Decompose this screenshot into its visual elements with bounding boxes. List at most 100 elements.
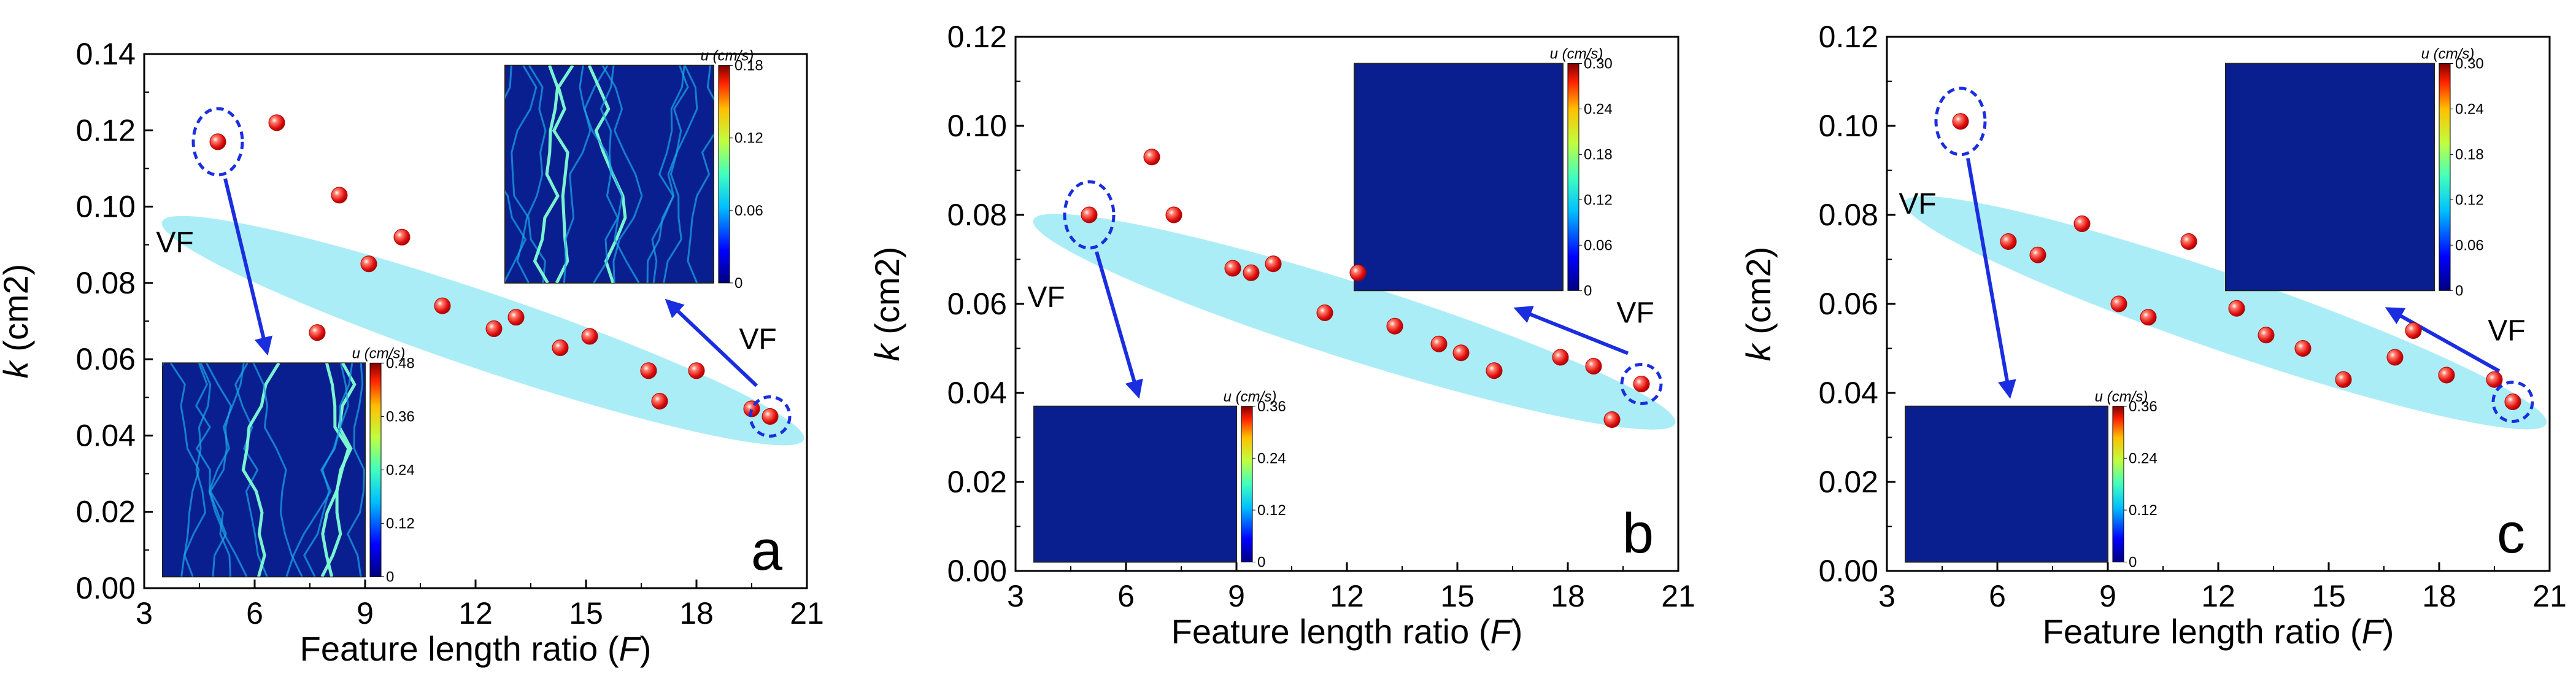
y-axis-unit: (cm2) [868,247,906,335]
x-tick-label: 18 [679,596,714,630]
inset-high-cb-label: 0.18 [735,58,763,74]
y-tick-label: 0.12 [1819,20,1878,54]
y-tick-label: 0.14 [76,37,136,71]
x-axis-title-text: Feature length ratio [1171,612,1470,651]
inset-high-cb-label: 0.18 [1584,146,1613,163]
inset-low-cb-label: 0 [386,568,394,585]
data-point [2386,349,2404,366]
data-point [209,133,226,150]
y-axis-title: k (cm2) [868,247,906,362]
trend-band [1904,196,2547,430]
highlight-ellipse [191,107,244,177]
data-point [552,340,569,356]
data-point [485,320,503,337]
inset-high-cb-label: 0.06 [735,203,763,219]
panel-letter: c [2497,502,2525,565]
highlight-ellipse [1934,87,1987,157]
vf-label-low: VF [1027,281,1065,314]
y-tick-label: 0.02 [1819,465,1878,499]
data-point [581,328,598,345]
vf-label-high: VF [739,323,776,355]
data-point [2294,340,2312,357]
inset-high-cb-label: 0 [2455,282,2463,299]
data-point [762,408,779,425]
y-tick-label: 0.00 [76,571,136,605]
data-point [1603,411,1621,428]
inset-low-colorbar-title: u (cm/s) [2095,389,2148,405]
y-tick-label: 0.06 [76,342,136,376]
y-axis-title: k (cm2) [0,264,35,379]
inset-low-cb-label: 0.48 [386,355,415,371]
data-point [2405,322,2422,339]
inset-high-cb-label: 0 [1584,282,1592,299]
inset-high-cb-label: 0 [735,275,742,292]
data-point [1165,206,1182,223]
inset-high: u (cm/s)0.18 0.12 0.06 0 [504,48,763,292]
arrow-to-inset-low [223,178,272,356]
inset-high-veins [505,65,714,283]
highlight-ellipse [1063,180,1116,250]
data-point [2000,233,2017,250]
data-point [1265,255,1282,273]
y-tick-label: 0.12 [76,113,136,147]
data-point [1224,260,1241,277]
y-tick-label: 0.10 [76,190,136,224]
y-axis-title: k (cm2) [1739,247,1778,362]
data-point [507,309,525,326]
trend-band [1033,214,1676,430]
inset-high-field [1354,63,1564,292]
x-tick-label: 12 [458,596,493,630]
y-axis-var: k [0,359,35,378]
x-tick-label: 12 [1330,579,1364,613]
x-tick-label: 6 [1989,579,2006,613]
arrow-to-inset-low [1095,251,1143,399]
y-tick-label: 0.06 [1819,287,1878,321]
inset-high-cb-label: 0.12 [735,130,763,147]
data-point [1633,376,1650,392]
data-point [2504,394,2521,410]
data-point [1486,362,1503,379]
data-point [2258,327,2275,344]
vf-label-high: VF [2488,315,2525,347]
x-tick-label: 9 [2099,579,2116,613]
y-axis-unit: (cm2) [1739,247,1778,335]
data-point [2110,295,2127,312]
inset-high: u (cm/s)0.30 0.24 0.18 0.12 0.06 0 [2225,46,2484,299]
inset-high-cb-label: 0.30 [1584,56,1613,72]
data-point [2228,300,2245,317]
panel-letter: b [1622,502,1654,565]
x-tick-label: 21 [2532,579,2567,613]
inset-low-cb-label: 0 [2129,554,2137,571]
x-axis-title: Feature length ratio (F) [300,629,652,668]
arrow-to-inset-high [665,298,758,387]
data-point [393,228,411,246]
data-point [688,362,705,379]
x-axis-title-text: Feature length ratio [300,629,598,668]
vf-label-high: VF [1616,297,1654,330]
inset-low: u (cm/s)0.36 0.24 0.12 0 [1905,389,2158,571]
data-point [268,114,285,131]
x-tick-label: 12 [2201,579,2235,613]
inset-high-colorbar [1567,63,1579,291]
x-axis-var: F [1490,612,1513,651]
panel-letter: a [751,519,783,582]
inset-low-cb-label: 0 [1257,554,1265,571]
inset-low-colorbar [369,362,382,577]
inset-low: u (cm/s)0.48 0.36 0.24 0.12 0 [162,345,415,585]
y-tick-label: 0.12 [947,20,1007,54]
x-tick-label: 15 [1440,579,1475,613]
vf-label-low: VF [156,227,193,259]
y-tick-label: 0.04 [1819,376,1878,410]
inset-low-cb-label: 0.36 [386,408,415,425]
panel-c: 0.00 0.02 0.04 0.06 0.08 0.10 0.12 3 6 9 12 15 18 21 F… [1739,20,2567,651]
inset-low-colorbar [1241,406,1253,562]
y-tick-label: 0.02 [76,495,136,529]
x-tick-label: 3 [136,596,153,630]
data-point [651,393,668,409]
x-tick-label: 9 [357,596,374,630]
inset-high-cb-label: 0.18 [2455,146,2484,163]
y-tick-label: 0.04 [947,376,1007,410]
x-tick-label: 15 [2312,579,2346,613]
inset-low-cb-label: 0.24 [386,462,415,478]
